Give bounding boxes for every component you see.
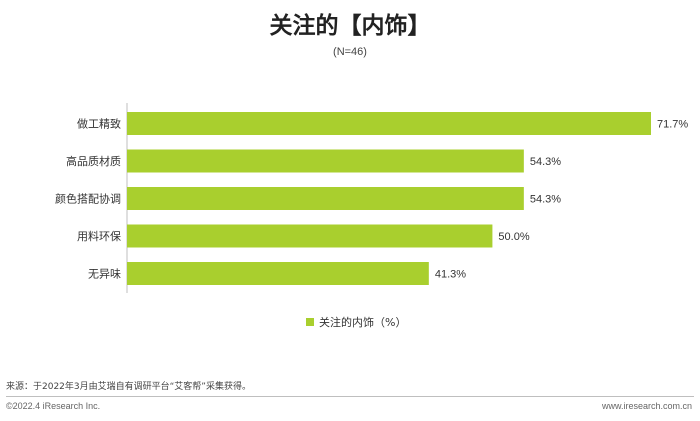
value-label: 54.3%: [530, 156, 561, 168]
category-label: 用料环保: [77, 229, 121, 243]
copyright-text: ©2022.4 iResearch Inc.: [6, 401, 101, 411]
value-label: 41.3%: [435, 269, 466, 281]
bar: [127, 149, 524, 173]
category-label: 高品质材质: [66, 154, 121, 168]
legend-label: 关注的内饰（%）: [319, 315, 406, 329]
chart-subtitle: (N=46): [333, 46, 367, 58]
legend: 关注的内饰（%）: [306, 315, 406, 329]
bar: [127, 262, 429, 285]
bar: [127, 187, 524, 210]
value-label: 54.3%: [530, 194, 561, 206]
footer-divider: [6, 396, 694, 397]
value-label: 50.0%: [498, 231, 529, 243]
bar: [127, 112, 651, 135]
category-label: 无异味: [88, 268, 121, 281]
category-label: 做工精致: [77, 117, 121, 131]
website-link[interactable]: www.iresearch.com.cn: [601, 401, 692, 411]
chart-title: 关注的【内饰】: [270, 12, 431, 39]
bars-group: 做工精致 71.7% 高品质材质 54.3% 颜色搭配协调 54.3% 用料环保 50.0% 无…: [55, 112, 688, 285]
value-label: 71.7%: [657, 119, 688, 131]
category-label: 颜色搭配协调: [55, 192, 121, 206]
source-note: 来源：于2022年3月由艾瑞自有调研平台“艾客帮”采集获得。: [6, 382, 251, 392]
legend-swatch: [306, 318, 314, 326]
bar: [127, 224, 493, 248]
